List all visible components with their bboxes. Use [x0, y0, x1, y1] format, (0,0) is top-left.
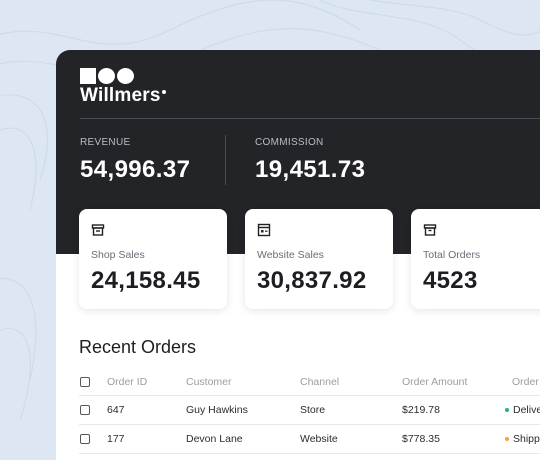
select-all-checkbox[interactable]	[80, 377, 90, 387]
row-checkbox[interactable]	[80, 405, 90, 415]
brand-name: Willmers	[80, 85, 161, 106]
column-header-channel[interactable]: Channel	[300, 376, 340, 388]
orders-table: Order ID Customer Channel Order Amount O…	[79, 368, 540, 454]
column-header-order-status[interactable]: Order	[512, 376, 539, 388]
column-header-order-amount[interactable]: Order Amount	[402, 376, 468, 388]
row-checkbox[interactable]	[80, 434, 90, 444]
table-header-row: Order ID Customer Channel Order Amount O…	[79, 368, 540, 396]
website-sales-label: Website Sales	[257, 249, 324, 261]
shop-sales-value: 24,158.45	[91, 267, 201, 294]
commission-value: 19,451.73	[255, 156, 366, 183]
status-dot-icon	[505, 437, 509, 442]
column-header-customer[interactable]: Customer	[186, 376, 232, 388]
website-sales-value: 30,837.92	[257, 267, 367, 294]
recent-orders-title: Recent Orders	[79, 337, 197, 357]
status-label: Delive	[513, 404, 540, 416]
total-orders-label: Total Orders	[423, 249, 481, 261]
total-orders-card[interactable]: Total Orders 4523	[411, 209, 540, 309]
header-divider	[80, 118, 540, 119]
amount-cell: $219.78	[402, 404, 440, 416]
commission-stat: COMMISSION 19,451.73	[255, 137, 365, 184]
website-sales-card[interactable]: Website Sales 30,837.92	[245, 209, 393, 309]
status-label: Shipp	[513, 433, 540, 445]
revenue-stat: REVENUE 54,996.37	[80, 137, 190, 184]
commission-label: COMMISSION	[255, 137, 324, 148]
table-row[interactable]: 177 Devon Lane Website $778.35 Shipp	[79, 425, 540, 454]
brand-logo[interactable]: Willmers	[80, 68, 166, 106]
dashboard-window: Willmers REVENUE 54,996.37 COMMISSION 19…	[56, 50, 540, 460]
customer-cell: Devon Lane	[186, 433, 243, 445]
channel-cell: Store	[300, 404, 326, 416]
customer-cell: Guy Hawkins	[186, 404, 248, 416]
revenue-value: 54,996.37	[80, 156, 191, 183]
shop-sales-label: Shop Sales	[91, 249, 145, 261]
stat-divider	[225, 135, 226, 185]
website-icon	[257, 223, 271, 237]
order-id-cell: 177	[107, 433, 125, 445]
box-icon	[423, 224, 437, 236]
status-cell: Delive	[505, 404, 540, 416]
total-orders-value: 4523	[423, 267, 478, 294]
column-header-order-id[interactable]: Order ID	[107, 376, 148, 388]
order-id-cell: 647	[107, 404, 125, 416]
status-cell: Shipp	[505, 433, 540, 445]
channel-cell: Website	[300, 433, 338, 445]
amount-cell: $778.35	[402, 433, 440, 445]
shop-icon	[91, 224, 105, 236]
table-row[interactable]: 647 Guy Hawkins Store $219.78 Delive	[79, 396, 540, 425]
status-dot-icon	[505, 408, 509, 413]
revenue-label: REVENUE	[80, 137, 131, 148]
shop-sales-card[interactable]: Shop Sales 24,158.45	[79, 209, 227, 309]
logo-icon	[80, 68, 166, 84]
